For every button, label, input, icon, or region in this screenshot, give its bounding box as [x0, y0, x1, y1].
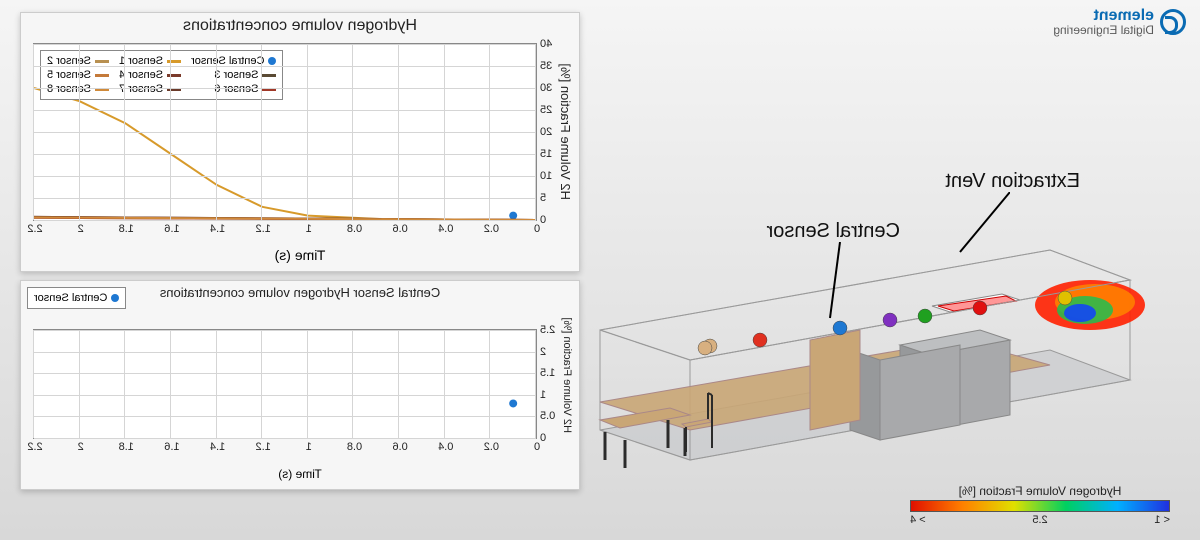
legend-item: Central Sensor: [34, 292, 119, 304]
plot-area: Central SensorSensor 1Sensor 2Sensor 3Se…: [33, 43, 537, 221]
annotation-label: Extraction Vent: [945, 170, 1080, 192]
chart-hydrogen-all-sensors: Hydrogen volume concentrations H2 Volume…: [20, 12, 580, 272]
legend-item: Sensor 3: [191, 69, 276, 81]
room-3d-render: Extraction Vent Central Sensor: [580, 190, 1160, 490]
brand-name: element: [1053, 8, 1154, 24]
annotation-extraction-vent: Extraction Vent: [945, 170, 1080, 193]
legend-item: Sensor 7: [119, 83, 181, 95]
annotation-label: Central Sensor: [767, 220, 900, 242]
x-axis: 00.20.40.60.811.21.41.61.822.2: [33, 441, 537, 459]
colorbar: Hydrogen Volume Fraction [%] < 1 2.5 > 4: [910, 484, 1170, 526]
brand-subtitle: Digital Engineering: [1053, 24, 1154, 36]
x-axis-label: Time (s): [21, 247, 579, 263]
y-axis-label: H2 Volume Fraction [%]: [555, 311, 573, 439]
colorbar-tick: < 1: [1154, 514, 1170, 526]
legend-item: Sensor 4: [119, 69, 181, 81]
chart-title: Hydrogen volume concentrations: [21, 13, 579, 37]
colorbar-ticks: < 1 2.5 > 4: [910, 512, 1170, 526]
colorbar-title: Hydrogen Volume Fraction [%]: [910, 484, 1170, 498]
colorbar-tick: > 4: [910, 514, 926, 526]
brand-logo-icon: [1160, 9, 1186, 35]
legend-item: Sensor 6: [191, 83, 276, 95]
y-axis-label: H2 Volume Fraction [%]: [555, 43, 573, 221]
chart-hydrogen-central-sensor: Central Sensor Central Sensor Hydrogen v…: [20, 280, 580, 490]
annotation-central-sensor: Central Sensor: [767, 220, 900, 243]
colorbar-tick: 2.5: [1032, 514, 1047, 526]
colorbar-gradient: [910, 500, 1170, 512]
brand: element Digital Engineering: [1053, 8, 1186, 36]
legend: Central Sensor: [27, 287, 126, 309]
legend: Central SensorSensor 1Sensor 2Sensor 3Se…: [40, 50, 283, 100]
x-axis: 00.20.40.60.811.21.41.61.822.2: [33, 223, 537, 241]
plot-area: 00.511.522.5: [33, 329, 537, 439]
x-axis-label: Time (s): [21, 467, 579, 481]
